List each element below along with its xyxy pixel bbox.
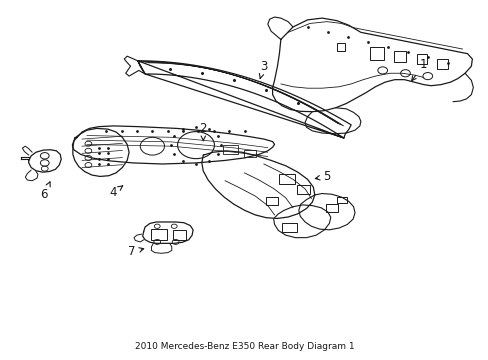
Text: 1: 1 <box>411 58 427 81</box>
Bar <box>437 59 447 69</box>
Text: 2010 Mercedes-Benz E350 Rear Body Diagram 1: 2010 Mercedes-Benz E350 Rear Body Diagra… <box>134 342 354 351</box>
Text: 7: 7 <box>128 246 143 258</box>
Bar <box>282 223 296 231</box>
Bar <box>296 185 310 194</box>
Bar <box>369 47 384 60</box>
Bar <box>336 43 345 51</box>
Text: 5: 5 <box>315 170 330 183</box>
Bar <box>393 51 405 62</box>
Text: 6: 6 <box>41 182 50 201</box>
Text: 2: 2 <box>199 122 206 141</box>
Bar <box>243 150 255 157</box>
Bar <box>222 145 238 154</box>
Bar <box>151 229 166 240</box>
Bar <box>336 197 346 203</box>
Bar <box>325 204 337 212</box>
Bar <box>172 230 186 240</box>
Bar <box>279 174 294 184</box>
Text: 4: 4 <box>110 186 122 199</box>
Bar <box>266 197 278 205</box>
Bar <box>416 54 427 64</box>
Text: 3: 3 <box>259 60 267 78</box>
